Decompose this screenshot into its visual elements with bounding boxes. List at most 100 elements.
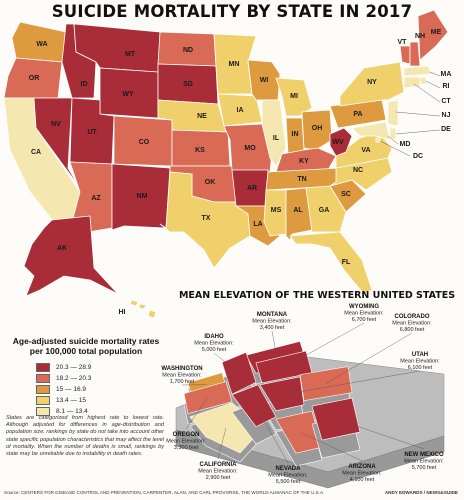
label-MN: MN [229,61,240,68]
state-VT [399,45,411,65]
label-MS: MS [271,207,282,214]
svg-text:CALIFORNIA: CALIFORNIA [200,462,238,468]
label-MO: MO [244,145,256,152]
svg-text:UTAH: UTAH [412,352,428,358]
svg-text:Mean Elevation:: Mean Elevation: [342,471,382,477]
label-OH: OH [312,125,323,132]
label-WA: WA [36,41,47,48]
label-HI: HI [119,309,126,316]
legend-row-2: 18.2 — 20.3 [36,373,166,384]
svg-text:6,100 feet: 6,100 feet [408,365,433,371]
state-WV [329,127,353,157]
state-MS [263,189,287,237]
elev-top-nevada [231,384,277,428]
label-IA: IA [237,107,244,114]
state-HI-2 [129,299,139,307]
map-title: SUICIDE MORTALITY BY STATE IN 2017 [51,2,413,21]
elev-top-oregon [183,381,233,415]
legend-swatch-1 [36,363,50,372]
label-GA: GA [319,207,330,214]
legend-row-4: 13.4 — 15 [36,395,166,406]
state-MI [275,77,313,117]
elevation-title: MEAN ELEVATION OF THE WESTERN UNITED STA… [178,290,456,301]
svg-text:Mean Elevation:: Mean Elevation: [166,439,206,445]
legend: Age-adjusted suicide mortality rates per… [6,336,166,417]
label-UT: UT [87,129,97,136]
state-HI-3 [138,303,147,310]
label-NE: NE [197,113,207,120]
state-NC [329,157,393,191]
svg-text:Mean Elevation:: Mean Elevation: [404,459,444,465]
label-VT: VT [398,39,408,46]
state-NY [339,61,405,107]
svg-text:NEVADA: NEVADA [276,466,302,472]
label-NM: NM [137,193,148,200]
state-AK [23,215,119,297]
label-IL: IL [273,135,280,142]
label-WY: WY [122,91,134,98]
svg-text:Mean Elevation:: Mean Elevation: [194,341,234,347]
label-DE: DE [441,126,451,133]
state-MD [351,121,391,141]
label-KY: KY [299,158,309,165]
svg-text:OREGON: OREGON [173,432,200,438]
label-MT: MT [125,51,136,58]
svg-text:Mean Elevation:: Mean Elevation: [392,321,432,327]
legend-label-2: 18.2 — 20.3 [56,375,92,382]
svg-text:Mean Elevation:: Mean Elevation: [344,311,384,317]
label-AL: AL [293,207,303,214]
legend-swatch-3 [36,385,50,394]
svg-text:Mean Elevation:: Mean Elevation: [400,359,440,365]
label-VA: VA [361,147,370,154]
label-PA: PA [353,111,362,118]
label-MA: MA [441,71,452,78]
label-NH: NH [415,33,425,40]
state-NJ [387,99,399,127]
svg-text:ARIZONA: ARIZONA [348,464,376,470]
svg-text:5,700 feet: 5,700 feet [412,465,437,471]
label-DC: DC [413,153,423,160]
label-AR: AR [247,185,257,192]
legend-swatch-2 [36,374,50,383]
label-AZ: AZ [91,195,101,202]
legend-swatch-4 [36,396,50,405]
state-RI [419,76,427,85]
label-CT: CT [441,98,451,105]
svg-text:6,800 feet: 6,800 feet [400,327,425,333]
svg-text:WYOMING: WYOMING [349,304,379,310]
svg-text:5,000 feet: 5,000 feet [202,347,227,353]
svg-text:3,400 feet: 3,400 feet [260,325,285,331]
svg-text:IDAHO: IDAHO [204,334,224,340]
label-IN: IN [292,131,299,138]
elev-top-new-mexico [311,397,361,441]
state-IL [261,99,287,167]
legend-label-4: 13.4 — 15 [56,397,86,404]
state-DC [375,137,381,143]
label-CA: CA [31,149,41,156]
svg-text:6,700 feet: 6,700 feet [352,317,377,323]
source-line: Source: CENTERS FOR DISEASE CONTROL AND … [4,490,325,495]
state-DE [389,127,397,141]
state-MA [403,65,433,77]
svg-text:2,900 feet: 2,900 feet [206,475,231,481]
svg-text:MONTANA: MONTANA [257,312,288,318]
label-WI: WI [260,77,269,84]
state-NH [409,41,421,67]
label-NJ: NJ [442,112,451,119]
legend-row-1: 20.3 — 28.9 [36,362,166,373]
label-MD: MD [400,141,411,148]
label-SC: SC [341,191,351,198]
label-AK: AK [57,245,67,252]
elevation-chart [175,340,445,489]
state-FL [289,231,373,295]
legend-row-5: 8.1 — 13.4 [36,406,166,417]
label-MI: MI [290,93,298,100]
state-NV [33,97,81,189]
svg-text:WASHINGTON: WASHINGTON [161,366,202,372]
